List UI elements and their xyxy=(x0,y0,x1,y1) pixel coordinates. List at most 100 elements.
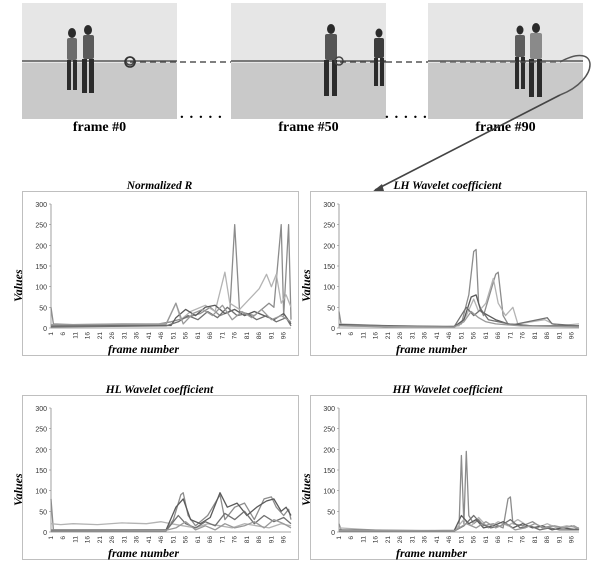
series-line-2 xyxy=(50,521,292,529)
x-tick-label: 26 xyxy=(397,332,404,340)
frame-90-scene xyxy=(428,3,583,119)
chart-panel-normalized-r: 0 50 100 150 200 250 300 1 6 11 16 21 26 31 36 41 46 51 56… xyxy=(11,191,299,356)
x-tick-label: 56 xyxy=(183,332,190,340)
frame-label-0: frame #0 xyxy=(72,120,127,135)
x-tick-label: 81 xyxy=(532,536,539,544)
x-tick-label: 56 xyxy=(183,536,190,544)
x-tick-label: 71 xyxy=(507,536,514,544)
x-tick-label: 26 xyxy=(109,332,116,340)
y-tick-label: 250 xyxy=(323,223,335,230)
x-tick-label: 36 xyxy=(422,536,429,544)
x-tick-label: 26 xyxy=(397,536,404,544)
series-line-5 xyxy=(50,302,292,326)
frame-label-90: frame #90 xyxy=(475,120,536,135)
x-tick-label: 41 xyxy=(434,332,441,340)
x-tick-label: 56 xyxy=(471,332,478,340)
frame-label-50: frame #50 xyxy=(278,120,339,135)
y-axis-label: Values xyxy=(299,473,313,506)
series-line-4 xyxy=(338,306,580,328)
x-tick-label: 51 xyxy=(170,536,177,544)
series-line-3 xyxy=(338,294,579,328)
series-line-1 xyxy=(50,224,292,326)
x-tick-label: 51 xyxy=(458,536,465,544)
y-tick-label: 150 xyxy=(35,264,47,271)
x-axis-label: frame number xyxy=(396,342,468,356)
series-line-1 xyxy=(50,492,292,531)
x-tick-label: 61 xyxy=(195,332,202,340)
y-tick-label: 150 xyxy=(35,468,47,475)
y-axis-label: Values xyxy=(299,269,313,302)
frame-50-scene xyxy=(231,3,386,119)
x-tick-label: 91 xyxy=(268,536,275,544)
y-tick-label: 200 xyxy=(323,243,335,250)
x-tick-label: 1 xyxy=(336,332,343,336)
y-tick-label: 300 xyxy=(35,202,47,209)
x-tick-label: 21 xyxy=(385,332,392,340)
x-axis-label: frame number xyxy=(108,546,180,560)
x-tick-label: 96 xyxy=(569,332,576,340)
series-line-5 xyxy=(338,310,580,328)
x-tick-label: 16 xyxy=(85,332,92,340)
y-tick-label: 50 xyxy=(327,509,335,516)
x-tick-label: 86 xyxy=(256,536,263,544)
x-tick-label: 16 xyxy=(373,332,380,340)
x-tick-label: 66 xyxy=(495,332,502,340)
x-tick-label: 91 xyxy=(556,536,563,544)
series-line-4 xyxy=(51,510,292,532)
x-tick-label: 81 xyxy=(532,332,539,340)
chart-title-hh: HH Wavelet coefficient xyxy=(392,384,503,396)
y-tick-label: 0 xyxy=(43,530,47,537)
x-tick-label: 31 xyxy=(409,536,416,544)
x-tick-label: 1 xyxy=(48,332,55,336)
y-tick-label: 100 xyxy=(323,285,335,292)
x-tick-label: 6 xyxy=(348,536,355,540)
ellipsis-left: . . . . . xyxy=(180,106,223,122)
chart-title-normalized-r: Normalized R xyxy=(126,180,193,192)
ellipsis-right: . . . . . xyxy=(385,106,428,122)
x-tick-label: 71 xyxy=(219,332,226,340)
chart-panel-lh: 0 50 100 150 200 250 300 1 6 11 16 21 26 31 36 41 46 51 56… xyxy=(299,191,587,356)
x-axis-label: frame number xyxy=(396,546,468,560)
video-frame-90 xyxy=(428,3,583,119)
x-tick-label: 86 xyxy=(544,536,551,544)
x-tick-label: 6 xyxy=(60,332,67,336)
x-tick-label: 96 xyxy=(281,332,288,340)
x-tick-label: 96 xyxy=(569,536,576,544)
y-tick-label: 200 xyxy=(323,447,335,454)
x-tick-label: 51 xyxy=(170,332,177,340)
y-tick-label: 300 xyxy=(323,202,335,209)
x-tick-label: 11 xyxy=(72,332,79,339)
series-line-3 xyxy=(51,492,292,531)
x-tick-label: 56 xyxy=(471,536,478,544)
series-line-5 xyxy=(50,518,292,531)
x-tick-label: 91 xyxy=(268,332,275,340)
x-tick-label: 46 xyxy=(446,536,453,544)
y-tick-label: 250 xyxy=(35,427,47,434)
x-tick-label: 41 xyxy=(146,536,153,544)
x-tick-label: 16 xyxy=(85,536,92,544)
y-tick-label: 250 xyxy=(323,427,335,434)
series-line-2 xyxy=(50,271,292,327)
x-tick-label: 66 xyxy=(207,536,214,544)
video-frame-0 xyxy=(22,3,177,119)
x-tick-label: 46 xyxy=(446,332,453,340)
series-line-1 xyxy=(338,248,579,328)
x-tick-label: 36 xyxy=(422,332,429,340)
series-line-1 xyxy=(338,450,580,532)
y-tick-label: 150 xyxy=(323,468,335,475)
y-axis-label: Values xyxy=(11,269,25,302)
x-tick-label: 66 xyxy=(495,536,502,544)
x-tick-label: 71 xyxy=(219,536,226,544)
x-tick-label: 31 xyxy=(121,536,128,544)
x-tick-label: 81 xyxy=(244,536,251,544)
x-tick-label: 21 xyxy=(97,536,104,544)
x-tick-label: 1 xyxy=(336,536,343,540)
y-tick-label: 0 xyxy=(331,326,335,333)
x-tick-label: 76 xyxy=(520,332,527,340)
x-tick-label: 11 xyxy=(360,332,367,339)
chart-panel-hl: 0 50 100 150 200 250 300 1 6 11 16 21 26 31 36 41 46 51 56… xyxy=(11,395,299,560)
y-tick-label: 100 xyxy=(35,489,47,496)
